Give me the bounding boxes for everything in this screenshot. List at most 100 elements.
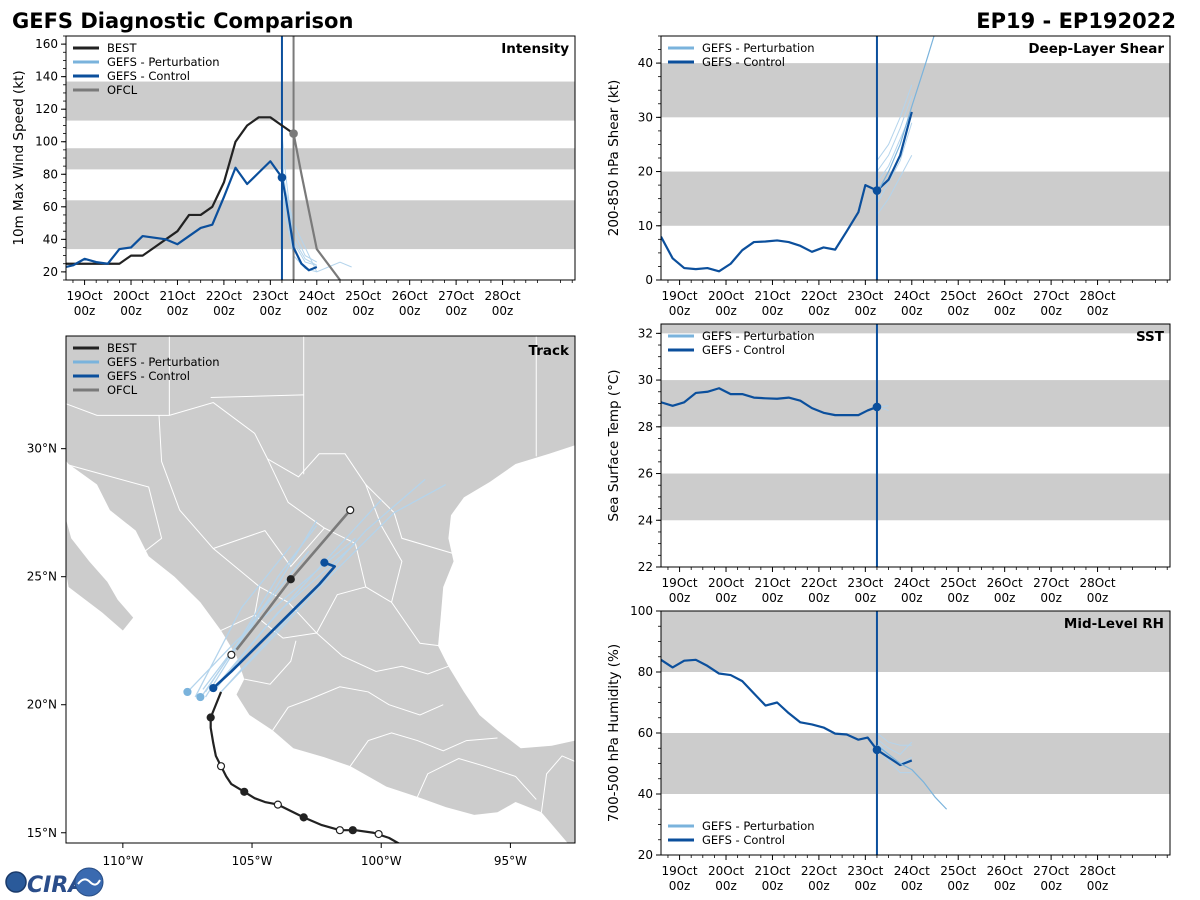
legend-label: GEFS - Perturbation (702, 41, 815, 55)
state-border (210, 394, 304, 398)
lat-tick-label: 25°N (27, 570, 57, 584)
y-tick-label: 20 (638, 165, 653, 179)
ensemble-track (202, 520, 318, 695)
state-border (416, 757, 537, 800)
x-tick-label: 26Oct 00z (392, 289, 428, 318)
y-axis-label: 700-500 hPa Humidity (%) (606, 644, 622, 822)
x-tick-label: 23Oct 00z (252, 289, 288, 318)
track-line (235, 509, 352, 651)
plot-background (661, 324, 1170, 567)
y-tick-label: 160 (35, 37, 58, 51)
plot-area (661, 611, 1170, 855)
series-line (661, 658, 878, 751)
x-tick-label: 21Oct 00z (754, 576, 790, 605)
y-tick-label: 80 (638, 665, 653, 679)
x-tick-label: 27Oct 00z (1033, 864, 1069, 893)
series-line (661, 387, 878, 417)
x-tick-label: 25Oct 00z (940, 576, 976, 605)
intensity-band (661, 733, 1170, 794)
legend-label: GEFS - Perturbation (107, 355, 220, 369)
lon-tick-label: 100°W (361, 854, 402, 868)
series-point (872, 186, 882, 195)
ensemble-track (212, 542, 356, 693)
state-border (66, 463, 163, 557)
ensemble-track (202, 614, 261, 690)
x-tick-label: 21Oct 00z (159, 289, 195, 318)
y-tick-label: 40 (43, 232, 58, 246)
y-tick-label: 30 (638, 373, 653, 387)
x-tick-label: 26Oct 00z (987, 864, 1023, 893)
track-position-marker (183, 687, 192, 697)
x-tick-label: 22Oct 00z (801, 576, 837, 605)
intensity-band (661, 63, 1170, 118)
track-position-marker (286, 575, 295, 584)
track-position-marker (346, 506, 355, 515)
ensemble-track (212, 499, 382, 690)
series-line (661, 111, 913, 273)
lon-tick-label: 95°W (494, 854, 527, 868)
track-position-marker (196, 692, 205, 702)
logo-wave-icon (77, 878, 101, 886)
legend-label: GEFS - Perturbation (702, 329, 815, 343)
plot-area (661, 324, 1170, 567)
legend-label: OFCL (107, 383, 138, 397)
intensity-band (66, 200, 575, 250)
ensemble-member-line (876, 95, 913, 172)
legend-label: GEFS - Perturbation (702, 819, 815, 833)
x-tick-label: 19Oct 00z (662, 864, 698, 893)
land-mass (66, 336, 575, 843)
map-area (66, 336, 575, 843)
x-tick-label: 24Oct 00z (894, 289, 930, 318)
y-tick-label: 26 (638, 467, 653, 481)
track-position-marker (240, 787, 249, 796)
x-tick-label: 28Oct 00z (1080, 864, 1116, 893)
intensity-band (661, 380, 1170, 427)
plot-area (661, 36, 1170, 280)
panel-title: SST (1136, 329, 1165, 345)
y-tick-label: 140 (35, 70, 58, 84)
intensity-band (661, 171, 1170, 226)
lat-tick-label: 30°N (27, 442, 57, 456)
state-border (158, 415, 261, 616)
x-tick-label: 20Oct 00z (113, 289, 149, 318)
x-tick-label: 26Oct 00z (987, 576, 1023, 605)
y-tick-label: 28 (638, 420, 653, 434)
x-tick-label: 22Oct 00z (206, 289, 242, 318)
track-position-marker (209, 683, 218, 693)
x-tick-label: 25Oct 00z (940, 289, 976, 318)
y-axis-label: 200-850 hPa Shear (kt) (606, 80, 622, 237)
x-tick-label: 21Oct 00z (754, 864, 790, 893)
lat-tick-label: 20°N (27, 698, 57, 712)
map-frame (65, 335, 576, 844)
x-tick-label: 24Oct 00z (894, 864, 930, 893)
x-tick-label: 24Oct 00z (894, 576, 930, 605)
ensemble-member-line (876, 738, 913, 755)
ensemble-member-line (876, 732, 912, 746)
x-tick-label: 28Oct 00z (1080, 289, 1116, 318)
x-tick-label: 22Oct 00z (801, 289, 837, 318)
x-tick-label: 22Oct 00z (801, 864, 837, 893)
y-axis-label: 10m Max Wind Speed (kt) (11, 70, 27, 245)
y-axis-label: Sea Surface Temp (°C) (606, 369, 622, 521)
y-tick-label: 60 (638, 726, 653, 740)
track-position-marker (216, 762, 226, 771)
x-tick-label: 28Oct 00z (1080, 576, 1116, 605)
ensemble-track (220, 483, 447, 693)
series-point (289, 129, 298, 138)
track-position-marker (374, 829, 383, 839)
track-panel: 110°W 105°W 100°W 95°W 15°N 20°N 25°N 30°N Track… (27, 335, 576, 868)
lon-tick-label: 110°W (102, 854, 143, 868)
y-tick-label: 80 (43, 167, 58, 181)
state-border (349, 732, 498, 767)
y-tick-label: 40 (638, 787, 653, 801)
x-tick-label: 20Oct 00z (708, 289, 744, 318)
intensity-band (66, 81, 575, 121)
legend-label: GEFS - Control (107, 69, 190, 83)
ensemble-member-line (876, 155, 913, 216)
series-line (876, 748, 913, 767)
x-tick-label: 23Oct 00z (847, 864, 883, 893)
y-tick-label: 60 (43, 200, 58, 214)
y-tick-label: 20 (638, 848, 653, 862)
